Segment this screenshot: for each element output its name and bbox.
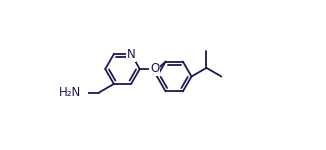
- Text: O: O: [150, 63, 159, 75]
- Text: H₂N: H₂N: [59, 86, 81, 99]
- Text: N: N: [127, 48, 136, 61]
